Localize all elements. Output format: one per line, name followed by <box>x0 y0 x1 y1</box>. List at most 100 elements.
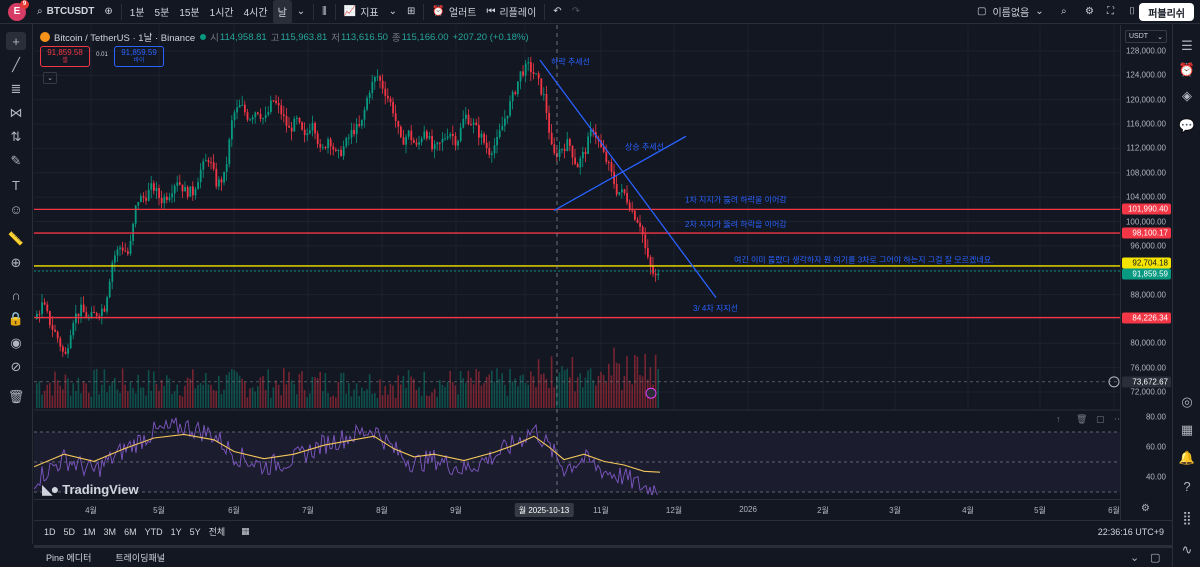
symbol-search[interactable]: ⌕ BTCUSDT <box>32 0 99 24</box>
brush-tool[interactable]: ✎ <box>6 152 26 170</box>
timeframe-1h[interactable]: 1시간 <box>209 8 234 19</box>
notifications-button[interactable]: 🔔 <box>1177 448 1197 468</box>
calendar-button[interactable]: ▦ <box>1177 420 1197 440</box>
volume-bar <box>145 395 147 408</box>
apps-button[interactable]: ⣿ <box>1177 508 1197 528</box>
time-axis[interactable]: 4월5월6월7월8월9월1011월12월20262월3월4월5월6월 월 202… <box>34 499 1120 520</box>
volume-bar <box>413 378 415 408</box>
forecast-tool[interactable]: ⇅ <box>6 128 26 146</box>
replay-button[interactable]: ⏮ 리플레이 <box>481 0 541 24</box>
volume-bar <box>636 356 639 408</box>
layout-selector[interactable]: ▢ 이름없음 ⌄ <box>972 0 1049 24</box>
goto-date-button[interactable]: ▦ <box>237 526 254 537</box>
pane-delete-icon[interactable]: 🗑 <box>1076 414 1087 424</box>
volume-bar <box>350 396 353 408</box>
candle-body <box>67 348 69 354</box>
publish-button[interactable]: 퍼블리쉬 <box>1139 3 1194 21</box>
alert-button[interactable]: ⏰ 얼러트 <box>427 0 481 24</box>
volume-bar <box>433 388 436 408</box>
ideas-button[interactable]: ◎ <box>1177 392 1197 412</box>
timeframe-5m[interactable]: 5분 <box>154 8 170 19</box>
quick-search-button[interactable]: ⌕ <box>1056 0 1072 24</box>
undo-button[interactable]: ↶ <box>548 0 566 24</box>
fib-tool[interactable]: ≣ <box>6 80 26 98</box>
buy-button[interactable]: 91,859.59 바이 <box>114 46 164 67</box>
dom-button[interactable]: ∿ <box>1177 540 1197 560</box>
alerts-button[interactable]: ⏰ <box>1177 60 1197 80</box>
range-1m[interactable]: 1M <box>83 526 96 537</box>
snapshot-button[interactable]: ⌷ <box>1124 0 1140 24</box>
candle-body <box>444 138 446 140</box>
pane-maximize-icon[interactable]: ▢ <box>1096 414 1105 424</box>
pane-more-icon[interactable]: ⋯ <box>1114 414 1120 424</box>
pattern-tool[interactable]: ⋈ <box>6 104 26 122</box>
high-value: 115,963.81 <box>280 31 328 43</box>
candle-body <box>231 120 233 140</box>
volume-bar <box>298 374 301 408</box>
zoom-tool[interactable]: ⊕ <box>6 254 26 272</box>
timezone-settings-button[interactable]: ⚙ <box>1141 503 1150 514</box>
delete-drawings-tool[interactable]: 🗑 <box>6 388 26 406</box>
maximize-panel-button[interactable]: ▢ <box>1150 551 1160 564</box>
candle-body <box>644 234 647 249</box>
visibility-tool[interactable]: ⊘ <box>6 358 26 376</box>
clock[interactable]: 22:36:16 UTC+9 <box>1097 526 1164 537</box>
rsi-pane-bg <box>34 410 1120 495</box>
sell-button[interactable]: 91,859.58 셀 <box>40 46 90 67</box>
settings-button[interactable]: ⚙ <box>1080 0 1099 24</box>
watchlist-button[interactable]: ☰ <box>1177 36 1197 56</box>
add-symbol-button[interactable]: ⊕ <box>99 0 117 24</box>
hide-drawings-tool[interactable]: ◉ <box>6 334 26 352</box>
object-tree-button[interactable]: ◈ <box>1177 86 1197 106</box>
timeframe-15m[interactable]: 15분 <box>179 8 200 19</box>
range-5d[interactable]: 5D <box>63 526 76 537</box>
layouts-button[interactable]: ⊞ <box>402 0 420 24</box>
range-1d[interactable]: 1D <box>44 526 56 537</box>
emoji-tool[interactable]: ☺ <box>6 200 26 218</box>
pair-title[interactable]: Bitcoin / TetherUS · 1날 · Binance <box>54 33 196 44</box>
indicators-button[interactable]: 📈 지표 <box>339 0 384 24</box>
range-1y[interactable]: 1Y <box>170 526 182 537</box>
volume-bar <box>449 370 451 408</box>
price-scale[interactable]: USDT ⌄ 128,000.00 124,000.00 120,000.00 116… <box>1120 25 1172 520</box>
chart-type-button[interactable]: ⫼ <box>317 0 332 24</box>
timeframe-dropdown[interactable]: ⌄ <box>292 0 310 24</box>
redo-button[interactable]: ↷ <box>567 0 585 24</box>
text-tool[interactable]: T <box>6 176 26 194</box>
volume-bar <box>649 367 652 408</box>
crosshair-tool[interactable]: + <box>6 32 26 50</box>
user-avatar[interactable]: E 9 <box>8 0 29 21</box>
price-tick: 100,000.00 <box>1125 217 1166 226</box>
measure-tool[interactable]: 📏 <box>6 230 26 248</box>
range-3m[interactable]: 3M <box>103 526 117 537</box>
timeframe-4h[interactable]: 4시간 <box>243 8 268 19</box>
tab-pine-editor[interactable]: Pine 에디터 <box>46 553 92 563</box>
range-5y[interactable]: 5Y <box>189 526 201 537</box>
pane-up-icon[interactable]: ↑ <box>1056 414 1061 424</box>
indicator-templates-button[interactable]: ⌄ <box>384 0 402 24</box>
trendline-tool[interactable]: ╱ <box>6 56 26 74</box>
collapse-panel-button[interactable]: ⌄ <box>1130 551 1139 564</box>
magnet-tool[interactable]: ∩ <box>6 286 26 304</box>
main-chart[interactable]: 하락 추세선 상승 추세선 1차 지지가 뚫려 하락을 이어감 2차 지지가 뚫려 하… <box>34 25 1120 495</box>
chat-button[interactable]: 💬 <box>1177 116 1197 136</box>
tab-trading-panel[interactable]: 트레이딩패널 <box>115 553 166 563</box>
legend-collapse-button[interactable]: ⌄ <box>43 72 57 84</box>
volume-bar <box>459 371 462 408</box>
gear-icon: ⚙ <box>1085 6 1094 17</box>
range-ytd[interactable]: YTD <box>144 526 163 537</box>
lock-drawings-tool[interactable]: 🔒 <box>6 310 26 328</box>
fullscreen-button[interactable]: ⛶ <box>1102 0 1119 24</box>
timeframe-1d[interactable]: 날 <box>272 0 292 24</box>
timeframe-1m[interactable]: 1분 <box>129 8 145 19</box>
rsi-ma-line <box>34 433 661 473</box>
candle-body <box>483 133 485 143</box>
range-all[interactable]: 전체 <box>208 527 226 537</box>
price-label: 91,859.59 <box>1122 268 1171 280</box>
currency-selector[interactable]: USDT ⌄ <box>1125 30 1167 43</box>
help-button[interactable]: ? <box>1177 476 1197 496</box>
candle-body <box>376 76 379 78</box>
volume-bar <box>49 382 51 408</box>
range-6m[interactable]: 6M <box>124 526 137 537</box>
